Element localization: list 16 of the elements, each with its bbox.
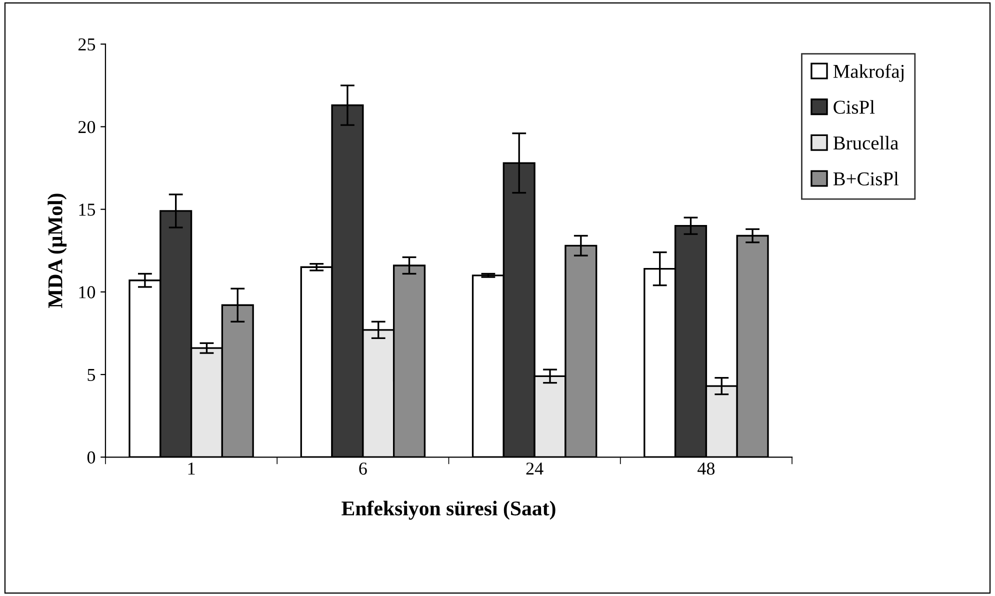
x-axis-title: Enfeksiyon süresi (Saat) xyxy=(342,500,556,520)
x-tick-label: 24 xyxy=(526,462,544,475)
legend-label: B+CisPl xyxy=(833,172,899,186)
y-axis-title: MDA (µMol) xyxy=(48,194,67,308)
y-tick-label: 10 xyxy=(79,286,96,298)
x-tick-label: 6 xyxy=(359,462,367,475)
legend-label: Makrofaj xyxy=(833,64,904,82)
y-tick-label: 15 xyxy=(79,204,96,216)
y-tick-label: 20 xyxy=(78,120,96,134)
y-tick-label: 25 xyxy=(78,38,96,51)
y-tick-label: 0 xyxy=(87,451,96,464)
y-tick-label: 5 xyxy=(88,368,96,381)
x-tick-label: 48 xyxy=(698,462,715,475)
x-tick-label: 1 xyxy=(188,462,195,475)
legend-label: Brucella xyxy=(833,136,898,150)
legend-label: CisPl xyxy=(834,100,875,114)
